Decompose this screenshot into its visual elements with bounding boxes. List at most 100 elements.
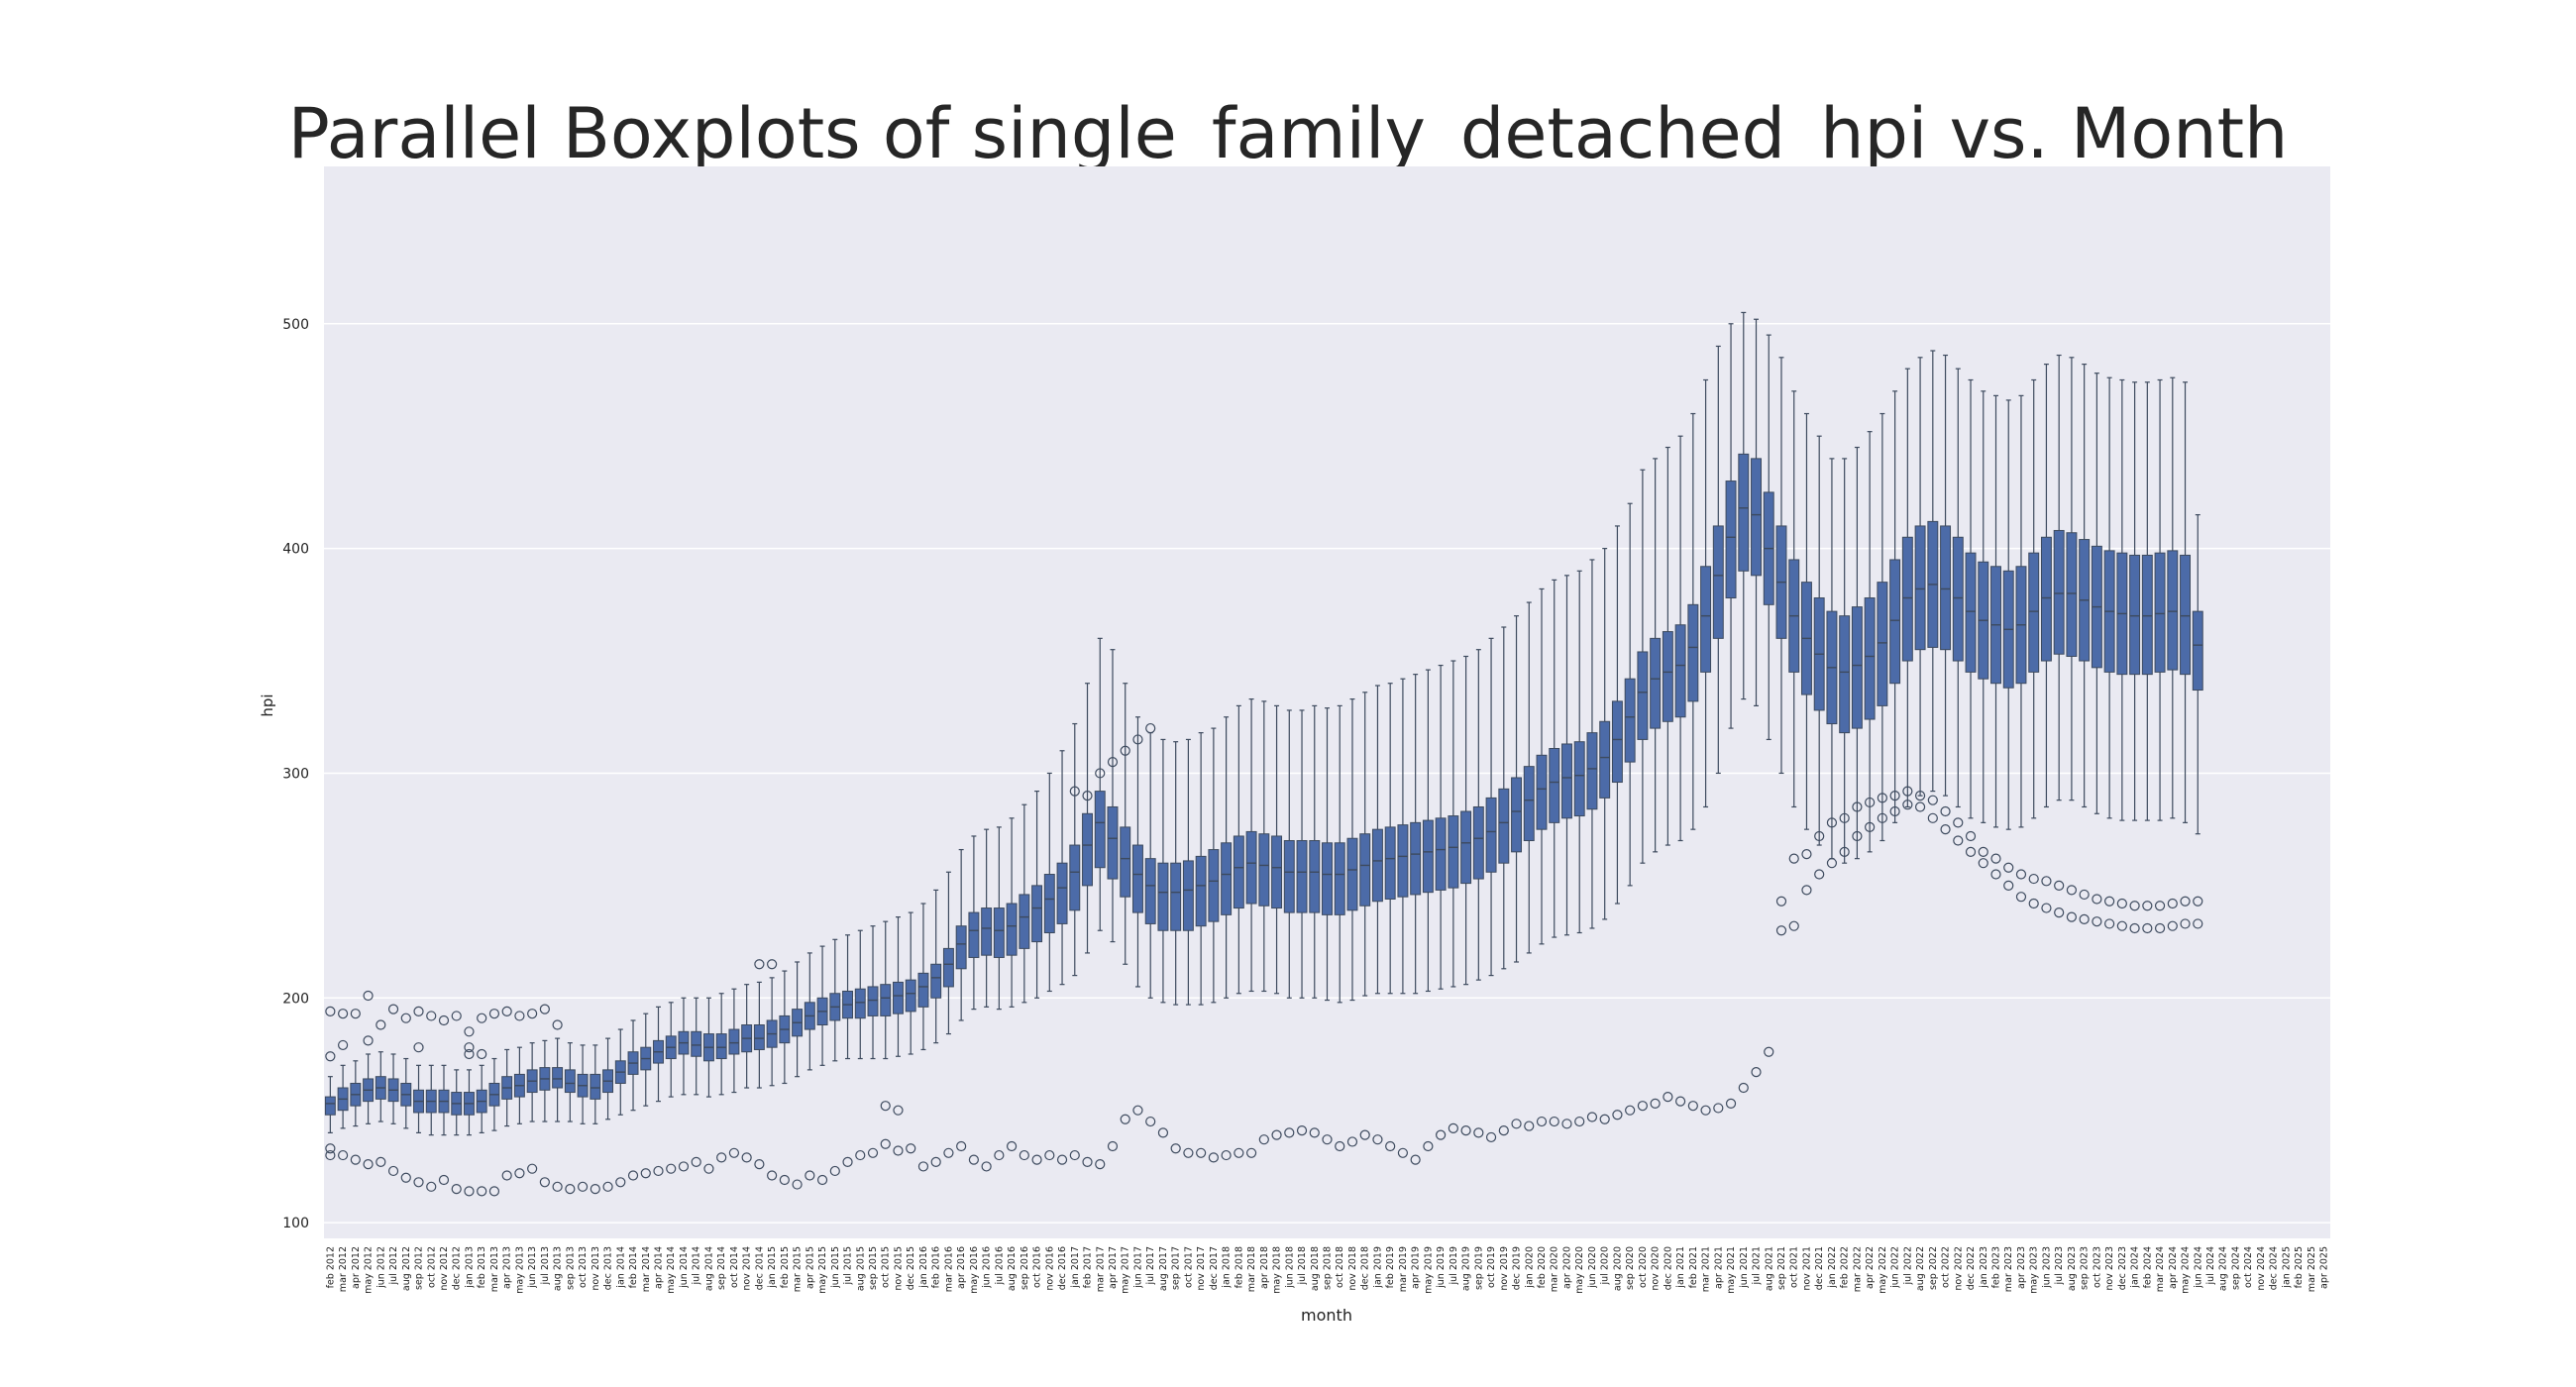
box xyxy=(1296,840,1308,913)
x-tick-label: mar 2014 xyxy=(641,1246,652,1292)
x-tick-label: apr 2024 xyxy=(2168,1246,2179,1289)
x-tick-label: sep 2016 xyxy=(1020,1246,1030,1290)
outlier-point xyxy=(615,1177,626,1188)
box xyxy=(1233,835,1244,909)
outlier-point xyxy=(1436,1129,1447,1140)
outlier-point xyxy=(691,1156,701,1167)
outlier-point xyxy=(1069,1149,1080,1161)
outlier-point xyxy=(1511,1119,1522,1129)
outlier-point xyxy=(880,1101,891,1112)
outlier-point xyxy=(2180,896,2191,907)
x-tick-label: sep 2020 xyxy=(1625,1246,1636,1290)
x-tick-label: aug 2013 xyxy=(553,1246,564,1291)
outlier-point xyxy=(325,1006,336,1016)
outlier-point xyxy=(906,1143,916,1154)
outlier-point xyxy=(1498,1125,1509,1136)
x-tick-label: mar 2022 xyxy=(1852,1246,1863,1292)
x-tick-label: aug 2016 xyxy=(1007,1246,1018,1291)
x-tick-label: nov 2024 xyxy=(2256,1246,2267,1291)
box xyxy=(1371,828,1383,903)
x-tick-label: mar 2024 xyxy=(2155,1246,2166,1292)
box xyxy=(1131,844,1143,913)
x-tick-label: jan 2013 xyxy=(464,1246,475,1289)
x-tick-label: dec 2012 xyxy=(452,1246,463,1290)
x-tick-label: nov 2016 xyxy=(1044,1246,1055,1291)
box xyxy=(1322,842,1333,915)
outlier-point xyxy=(1687,1101,1698,1112)
outlier-point xyxy=(716,1152,727,1163)
outlier-point xyxy=(1965,846,1977,857)
outlier-point xyxy=(1132,734,1143,745)
outlier-point xyxy=(2116,920,2127,931)
x-tick-label: feb 2024 xyxy=(2142,1246,2153,1288)
box xyxy=(1006,903,1018,956)
outlier-point xyxy=(514,1011,525,1021)
box xyxy=(905,979,916,1013)
outlier-point xyxy=(728,1147,740,1158)
outlier-point xyxy=(2167,920,2178,931)
outlier-point xyxy=(1271,1129,1282,1140)
outlier-point xyxy=(1625,1105,1636,1116)
outlier-point xyxy=(1221,1149,1232,1161)
outlier-point xyxy=(1713,1103,1724,1114)
box xyxy=(2154,552,2166,673)
outlier-point xyxy=(1764,1046,1774,1057)
x-tick-label: mar 2020 xyxy=(1550,1246,1560,1292)
x-tick-label: feb 2019 xyxy=(1385,1246,1396,1288)
x-tick-label: may 2016 xyxy=(969,1246,980,1294)
x-axis-label: month xyxy=(1301,1306,1352,1325)
x-tick-label: apr 2021 xyxy=(1713,1246,1724,1289)
outlier-point xyxy=(1485,1131,1497,1143)
x-tick-label: nov 2022 xyxy=(1953,1246,1964,1291)
x-tick-label: feb 2018 xyxy=(1234,1246,1244,1288)
x-tick-label: jun 2014 xyxy=(679,1246,690,1289)
outlier-point xyxy=(981,1161,992,1172)
outlier-point xyxy=(1031,1154,1042,1165)
box xyxy=(1221,842,1233,915)
outlier-point xyxy=(943,1147,954,1158)
outlier-point xyxy=(338,1009,349,1019)
outlier-point xyxy=(1019,1149,1029,1161)
outlier-point xyxy=(1914,791,1926,801)
outlier-point xyxy=(1397,1147,1409,1158)
outlier-point xyxy=(1889,791,1900,801)
outlier-point xyxy=(1612,1110,1623,1120)
outlier-point xyxy=(438,1014,450,1026)
x-tick-label: dec 2013 xyxy=(603,1246,614,1290)
boxes xyxy=(324,311,2203,1197)
outlier-point xyxy=(1385,1140,1396,1152)
outlier-point xyxy=(1132,1105,1143,1116)
box xyxy=(1523,766,1535,842)
box xyxy=(1901,536,1913,662)
outlier-point xyxy=(930,1156,941,1167)
outlier-point xyxy=(1044,1149,1055,1161)
x-tick-label: jul 2019 xyxy=(1449,1246,1459,1286)
outlier-point xyxy=(363,1035,374,1046)
box xyxy=(1738,453,1750,572)
box xyxy=(1460,810,1472,885)
box xyxy=(942,947,954,988)
box xyxy=(590,1073,601,1100)
outlier-point xyxy=(1120,1114,1130,1124)
y-tick-label: 300 xyxy=(282,766,309,782)
y-tick-label: 500 xyxy=(282,317,309,333)
x-tick-label: nov 2012 xyxy=(439,1246,450,1291)
outlier-point xyxy=(1663,1091,1673,1103)
box xyxy=(324,1096,336,1116)
outlier-point xyxy=(2092,916,2102,927)
box xyxy=(1611,700,1623,784)
x-tick-label: jun 2017 xyxy=(1132,1246,1143,1289)
outlier-point xyxy=(2193,918,2203,929)
box xyxy=(1397,824,1409,898)
outlier-point xyxy=(527,1163,538,1174)
outlier-point xyxy=(1865,821,1876,832)
box xyxy=(1208,849,1220,922)
outlier-point xyxy=(488,1009,500,1019)
box xyxy=(552,1067,564,1089)
outlier-point xyxy=(1725,1098,1737,1109)
x-tick-label: aug 2018 xyxy=(1310,1246,1321,1291)
outlier-point xyxy=(805,1170,815,1181)
outlier-point xyxy=(1775,896,1787,907)
box xyxy=(1182,860,1194,931)
outlier-point xyxy=(1927,795,1938,805)
